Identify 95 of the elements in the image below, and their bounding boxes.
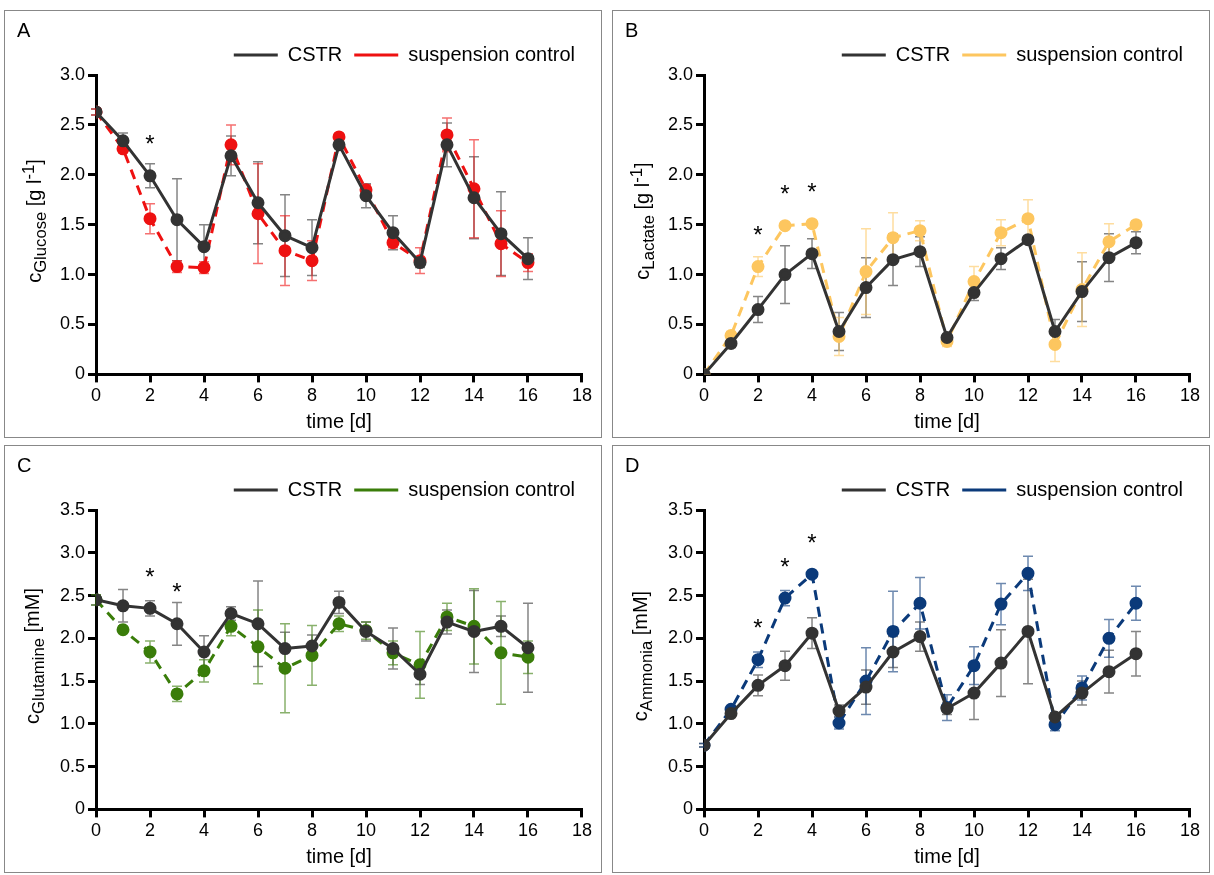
y-tick-label: 2.5: [667, 113, 694, 134]
y-tick-label: 2.0: [667, 163, 694, 184]
y-tick-label: 3.0: [59, 63, 86, 84]
x-tick-label: 16: [1125, 820, 1147, 841]
legend-label: suspension control: [408, 42, 576, 65]
annotation: *: [807, 178, 817, 206]
y-tick-label: 0.5: [59, 755, 86, 776]
y-tick-label: 3.0: [59, 541, 86, 562]
legend-label: CSTR: [287, 42, 343, 65]
x-tick-label: 2: [145, 385, 156, 406]
y-tick-label: 3.0: [667, 63, 694, 84]
x-tick-label: 4: [807, 820, 818, 841]
y-tick-label: 2.0: [59, 163, 86, 184]
x-tick-label: 6: [253, 820, 264, 841]
x-tick-label: 2: [145, 820, 156, 841]
annotation: *: [145, 563, 155, 590]
x-tick-label: 16: [1125, 385, 1147, 406]
chart-title: D: [625, 454, 640, 477]
x-tick-label: 14: [463, 385, 485, 406]
chart-title: C: [17, 454, 32, 477]
legend-label: suspension control: [1016, 42, 1184, 65]
y-tick-label: 1.5: [667, 213, 694, 234]
y-tick-label: 1.5: [59, 670, 86, 691]
x-tick-label: 8: [307, 385, 318, 406]
y-tick-label: 2.5: [667, 584, 694, 605]
annotation: *: [145, 130, 155, 158]
annotation: *: [172, 578, 182, 606]
y-tick-label: 0: [75, 798, 86, 819]
x-tick-label: 0: [699, 820, 710, 841]
x-tick-label: 14: [1071, 820, 1093, 841]
x-tick-label: 2: [753, 820, 764, 841]
x-tick-label: 18: [1179, 385, 1200, 406]
x-tick-label: 16: [517, 820, 539, 841]
x-tick-label: 10: [355, 820, 377, 841]
y-tick-label: 0: [683, 363, 694, 384]
x-tick-label: 8: [915, 385, 926, 406]
x-tick-label: 4: [199, 385, 210, 406]
y-tick-label: 1.0: [59, 712, 86, 733]
x-tick-label: 14: [1071, 385, 1093, 406]
legend-label: CSTR: [895, 477, 951, 500]
y-tick-label: 3.5: [667, 498, 694, 519]
x-tick-label: 6: [861, 820, 872, 841]
y-tick-label: 2.0: [667, 627, 694, 648]
y-tick-label: 1.0: [59, 263, 86, 284]
x-tick-label: 10: [963, 820, 985, 841]
legend-label: suspension control: [408, 477, 576, 500]
x-tick-label: 8: [307, 820, 318, 841]
x-tick-label: 18: [571, 385, 592, 406]
y-tick-label: 1.0: [667, 263, 694, 284]
y-tick-label: 1.0: [667, 712, 694, 733]
annotation: *: [780, 552, 790, 580]
legend-label: CSTR: [895, 42, 951, 65]
y-tick-label: 0.5: [667, 313, 694, 334]
y-tick-label: 0: [75, 363, 86, 384]
x-tick-label: 4: [807, 385, 818, 406]
y-tick-label: 1.5: [667, 670, 694, 691]
x-tick-label: 2: [753, 385, 764, 406]
y-tick-label: 3.5: [59, 498, 86, 519]
x-tick-label: 16: [517, 385, 539, 406]
x-tick-label: 14: [463, 820, 485, 841]
x-tick-label: 0: [91, 820, 102, 841]
y-tick-label: 2.0: [59, 627, 86, 648]
chart-title: A: [17, 19, 31, 42]
annotation: *: [753, 614, 763, 642]
x-tick-label: 6: [253, 385, 264, 406]
x-tick-label: 10: [355, 385, 377, 406]
x-tick-label: 18: [571, 820, 592, 841]
annotation: *: [753, 221, 763, 249]
y-tick-label: 1.5: [59, 213, 86, 234]
legend-label: CSTR: [287, 477, 343, 500]
y-tick-label: 2.5: [59, 584, 86, 605]
annotation: *: [807, 528, 817, 556]
y-tick-label: 2.5: [59, 113, 86, 134]
x-axis-title: time [d]: [306, 409, 372, 432]
x-tick-label: 0: [91, 385, 102, 406]
x-tick-label: 6: [861, 385, 872, 406]
x-axis-title: time [d]: [306, 844, 372, 867]
x-axis-title: time [d]: [914, 409, 980, 432]
x-tick-label: 8: [915, 820, 926, 841]
x-tick-label: 18: [1179, 820, 1200, 841]
x-tick-label: 10: [963, 385, 985, 406]
y-tick-label: 0.5: [667, 755, 694, 776]
x-tick-label: 12: [409, 820, 431, 841]
y-tick-label: 3.0: [667, 541, 694, 562]
x-tick-label: 0: [699, 385, 710, 406]
x-tick-label: 12: [409, 385, 431, 406]
y-tick-label: 0.5: [59, 313, 86, 334]
y-tick-label: 0: [683, 798, 694, 819]
chart-title: B: [625, 19, 639, 42]
x-axis-title: time [d]: [914, 844, 980, 867]
annotation: *: [780, 180, 790, 208]
legend-label: suspension control: [1016, 477, 1184, 500]
x-tick-label: 12: [1017, 385, 1039, 406]
x-tick-label: 4: [199, 820, 210, 841]
x-tick-label: 12: [1017, 820, 1039, 841]
